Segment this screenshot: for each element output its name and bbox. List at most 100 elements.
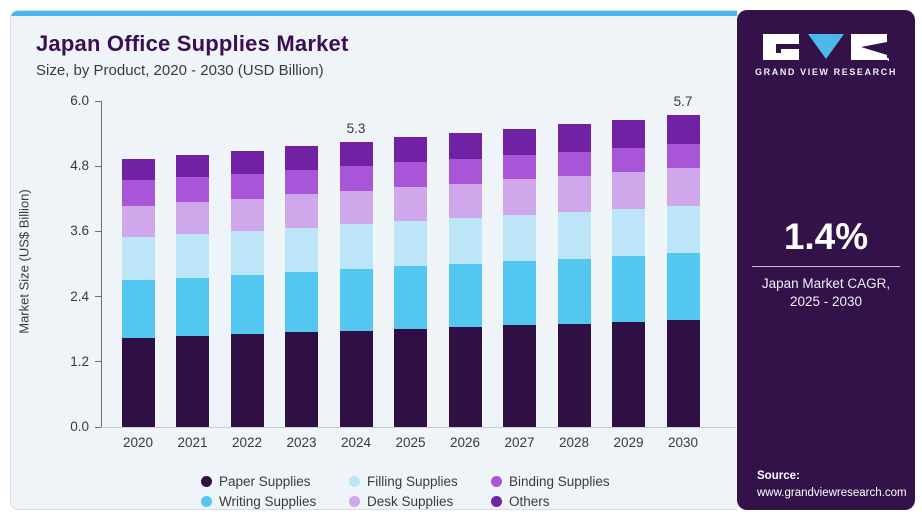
- stacked-bar: [448, 133, 482, 427]
- x-tick-label: 2030: [667, 435, 699, 450]
- bar-value-label: 5.7: [673, 94, 693, 110]
- stacked-bar: [666, 115, 700, 427]
- bar-segment: [230, 151, 264, 174]
- bar-segment: [394, 137, 427, 163]
- legend-item: Filling Supplies: [349, 474, 491, 489]
- bar-segment: [394, 328, 427, 427]
- bar-segment: [448, 264, 482, 328]
- stacked-bar: [230, 151, 264, 427]
- y-tick-label: 6.0: [70, 93, 89, 108]
- y-tick-label: 4.8: [70, 158, 89, 174]
- x-axis-line: [101, 427, 736, 428]
- legend-dot-icon: [349, 475, 360, 487]
- page-title: Japan Office Supplies Market: [36, 31, 349, 56]
- x-tick-label: 2021: [177, 435, 208, 450]
- bar-segment: [557, 152, 591, 177]
- legend-label: Others: [509, 493, 550, 509]
- legend-label: Paper Supplies: [219, 473, 311, 489]
- legend-dot-icon: [349, 495, 360, 507]
- source-label: Source:: [757, 470, 800, 482]
- gvr-logo: GRAND VIEW RESEARCH: [737, 34, 915, 77]
- chart-header: Japan Office Supplies Market Size, by Pr…: [36, 31, 348, 79]
- bar-segment: [176, 202, 209, 234]
- bar-segment: [666, 253, 700, 320]
- legend-label: Binding Supplies: [509, 473, 610, 489]
- x-tick-label: 2027: [504, 435, 535, 450]
- bar-segment: [176, 277, 209, 337]
- bar-segment: [557, 124, 591, 153]
- bar-segment: [612, 209, 645, 256]
- bar-segment: [666, 168, 700, 206]
- bar-segment: [285, 227, 318, 273]
- cagr-block: 1.4% Japan Market CAGR, 2025 - 2030: [737, 216, 915, 311]
- bar-segment: [394, 162, 427, 187]
- bar-segment: [285, 146, 318, 170]
- bar-segment: [448, 183, 482, 219]
- brand-sidebar: GRAND VIEW RESEARCH 1.4% Japan Market CA…: [737, 10, 915, 510]
- bar-segment: [230, 274, 264, 335]
- bar-segment: [339, 141, 373, 167]
- legend-item: Writing Supplies: [201, 494, 349, 509]
- x-tick-label: 2029: [613, 435, 644, 450]
- bar-segment: [121, 159, 155, 181]
- bar-segment: [121, 280, 155, 338]
- legend-dot-icon: [201, 475, 212, 487]
- bar-segment: [612, 321, 645, 427]
- bar-segment: [503, 325, 536, 427]
- bar-segment: [394, 221, 427, 267]
- bar-segment: [666, 115, 700, 145]
- logo-v-icon: [808, 34, 844, 59]
- y-tick-mark: [95, 361, 101, 363]
- page-subtitle: Size, by Product, 2020 - 2030 (USD Billi…: [36, 62, 324, 79]
- bar-segment: [612, 148, 645, 173]
- x-tick-label: 2026: [449, 435, 481, 450]
- bar-segment: [448, 218, 482, 265]
- bar-segment: [557, 258, 591, 324]
- stacked-bar: [176, 154, 209, 427]
- bar-segment: [176, 154, 209, 177]
- gvr-logo-glyphs: [737, 34, 915, 62]
- logo-r-icon: [851, 34, 889, 61]
- report-card: Japan Office Supplies Market Size, by Pr…: [10, 10, 915, 510]
- x-tick-label: 2025: [395, 435, 426, 450]
- legend-item: Binding Supplies: [491, 474, 610, 489]
- bar-segment: [230, 198, 264, 231]
- bar-segment: [666, 144, 700, 169]
- bar-segment: [448, 327, 482, 427]
- x-tick-label: 2020: [122, 435, 154, 450]
- legend-label: Desk Supplies: [367, 493, 454, 509]
- x-tick-label: 2028: [558, 435, 590, 450]
- bar-segment: [503, 128, 536, 156]
- legend-dot-icon: [201, 495, 212, 507]
- accent-stripe: [11, 11, 737, 16]
- plot-area: 0.0 1.2 2.4 3.6 4.8 6.0 2020 2021 2022 2023 2024 5.…: [70, 93, 736, 450]
- cagr-label-line2: 2025 - 2030: [789, 294, 863, 310]
- stacked-bar: [557, 124, 591, 427]
- bar-segment: [503, 179, 536, 216]
- x-tick-label: 2024: [340, 435, 372, 450]
- bar-segment: [394, 266, 427, 329]
- legend-label: Writing Supplies: [219, 493, 317, 509]
- legend-item: Paper Supplies: [201, 474, 349, 489]
- y-tick-label: 2.4: [70, 288, 89, 304]
- bar-segment: [612, 120, 645, 149]
- stacked-bar: [121, 159, 155, 427]
- bar-segment: [339, 190, 373, 225]
- stacked-bar: [612, 120, 645, 427]
- bar-segment: [121, 205, 155, 237]
- bar-segment: [448, 159, 482, 184]
- bar-segment: [285, 272, 318, 333]
- bar-segment: [339, 330, 373, 427]
- stacked-bar: [285, 146, 318, 427]
- bar-segment: [121, 236, 155, 281]
- bar-segment: [612, 255, 645, 322]
- bar-segment: [503, 155, 536, 180]
- y-tick-mark: [95, 230, 101, 232]
- legend-item: Others: [491, 494, 610, 509]
- chart-legend: Paper Supplies Writing Supplies Filling Su…: [201, 471, 610, 509]
- bar-segment: [176, 233, 209, 278]
- bar-segment: [339, 166, 373, 191]
- stacked-bar: [339, 141, 373, 427]
- bar-segment: [503, 215, 536, 262]
- bar-segment: [503, 261, 536, 326]
